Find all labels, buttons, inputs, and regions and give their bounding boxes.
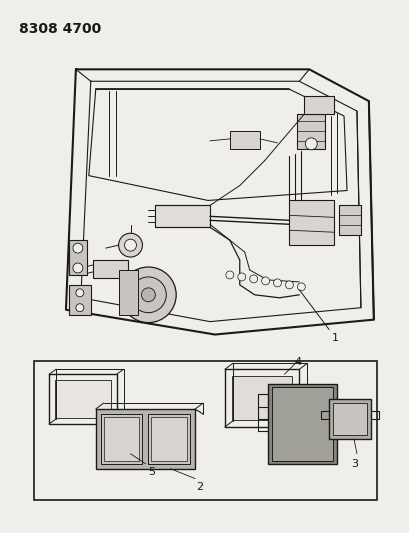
Circle shape: [73, 243, 83, 253]
Bar: [101, 414, 142, 464]
Bar: [69, 285, 90, 314]
Circle shape: [237, 273, 245, 281]
Circle shape: [285, 281, 293, 289]
Bar: [55, 380, 110, 418]
Circle shape: [130, 277, 166, 313]
Circle shape: [73, 263, 83, 273]
Bar: [338, 205, 360, 235]
Circle shape: [118, 233, 142, 257]
Text: 5: 5: [148, 466, 155, 477]
Bar: [69, 240, 87, 275]
Circle shape: [141, 288, 155, 302]
Text: 4: 4: [294, 358, 301, 367]
Bar: [229, 131, 259, 149]
Circle shape: [120, 267, 176, 322]
Text: 2: 2: [196, 481, 203, 491]
Bar: [92, 260, 127, 278]
Bar: [297, 114, 324, 149]
Circle shape: [225, 271, 233, 279]
Bar: [148, 414, 190, 464]
Circle shape: [297, 283, 305, 291]
Bar: [155, 205, 209, 227]
Bar: [289, 200, 333, 245]
Bar: [267, 384, 336, 464]
Circle shape: [305, 138, 317, 150]
Bar: [224, 369, 299, 427]
Bar: [333, 403, 366, 435]
Text: 1: 1: [331, 333, 338, 343]
Text: 8308 4700: 8308 4700: [19, 22, 101, 36]
Bar: [151, 417, 187, 461]
Bar: [103, 417, 139, 461]
Circle shape: [273, 279, 281, 287]
Circle shape: [249, 275, 257, 283]
Circle shape: [76, 304, 83, 312]
Circle shape: [261, 277, 269, 285]
Bar: [231, 376, 292, 420]
Bar: [49, 374, 116, 424]
Circle shape: [76, 289, 83, 297]
Bar: [271, 387, 333, 461]
Bar: [96, 409, 195, 469]
Bar: [34, 361, 376, 500]
Bar: [328, 399, 370, 439]
Bar: [118, 270, 138, 314]
Text: 3: 3: [350, 459, 357, 469]
Circle shape: [124, 239, 136, 251]
Bar: [303, 96, 333, 114]
